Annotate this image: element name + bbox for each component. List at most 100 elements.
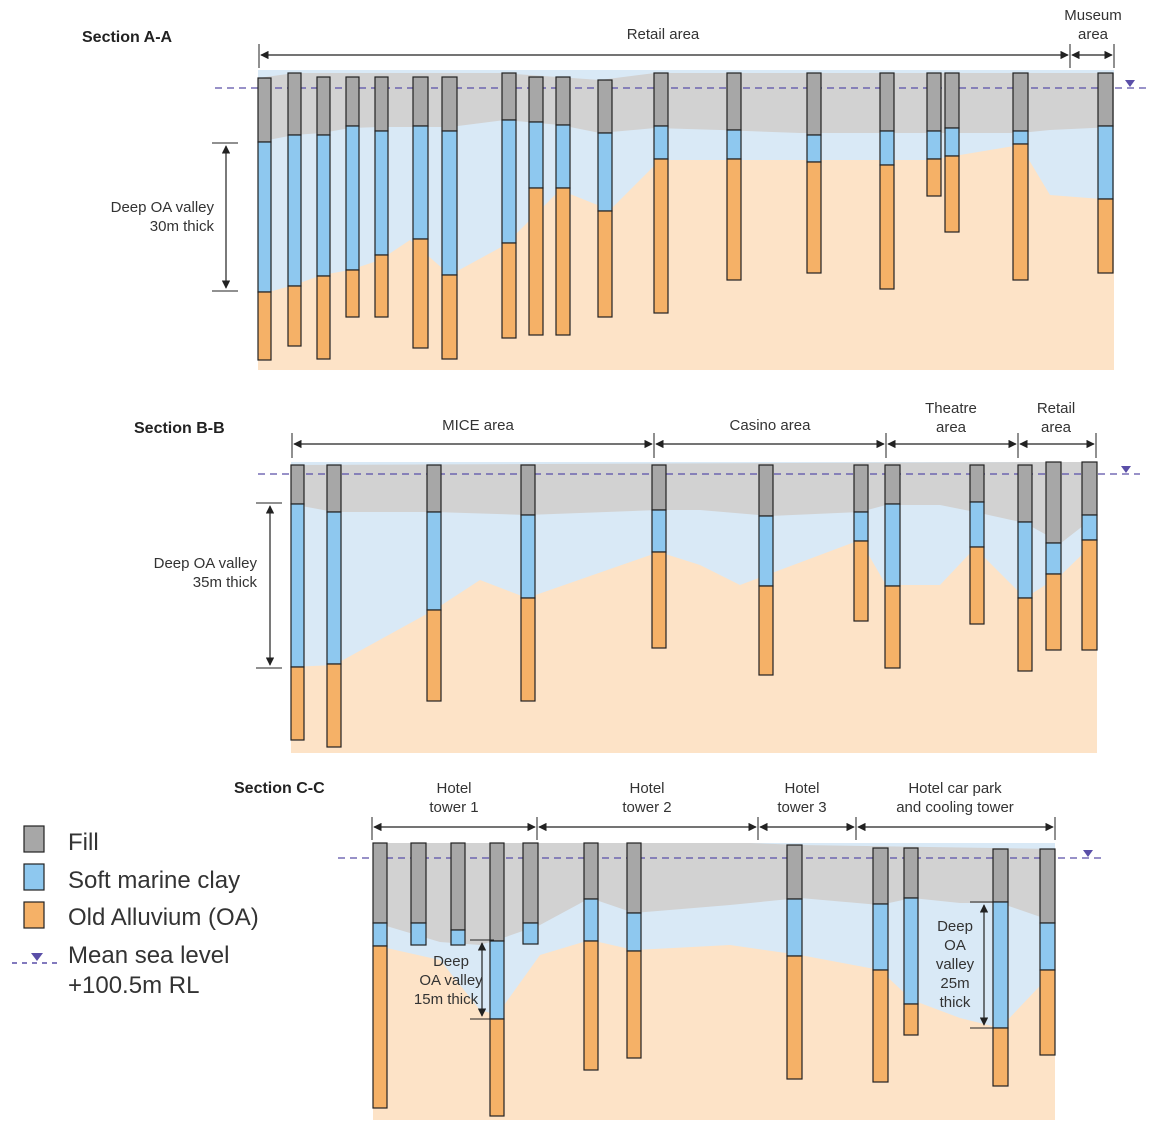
borehole-clay <box>726 129 742 160</box>
borehole-fill <box>528 76 544 123</box>
borehole-oa <box>1081 539 1098 651</box>
borehole-fill <box>969 464 985 503</box>
borehole-oa <box>583 940 599 1071</box>
borehole-clay <box>345 125 360 271</box>
borehole-oa <box>926 158 942 197</box>
section-title: Section A-A <box>82 29 173 46</box>
borehole-clay <box>520 514 536 599</box>
area-label-hotel-tower-2: Hotel <box>629 780 664 797</box>
sea-level-marker-icon <box>1125 80 1135 87</box>
boreholes <box>290 461 1098 748</box>
borehole-fill <box>653 72 669 127</box>
borehole-oa <box>257 291 272 361</box>
borehole-oa <box>1039 969 1056 1056</box>
borehole-fill <box>786 844 803 900</box>
borehole-clay <box>1097 125 1114 200</box>
borehole-clay <box>1039 922 1056 971</box>
borehole-clay <box>653 125 669 160</box>
borehole-clay <box>1017 521 1033 599</box>
legend-label-old-alluvium: Old Alluvium (OA) <box>68 904 259 931</box>
borehole-oa <box>345 269 360 318</box>
borehole-fill <box>316 76 331 136</box>
legend-label-soft-clay: Soft marine clay <box>68 867 240 894</box>
area-label-theatre: Theatre <box>925 400 977 417</box>
borehole-oa <box>597 210 613 318</box>
sea-level-marker-icon <box>1083 850 1093 857</box>
borehole-clay <box>969 501 985 548</box>
area-label-mice: MICE area <box>442 417 514 434</box>
borehole-fill <box>412 76 429 127</box>
legend-swatch-old-alluvium <box>23 901 45 929</box>
borehole-clay <box>903 897 919 1005</box>
borehole-fill <box>879 72 895 132</box>
borehole-fill <box>522 842 539 924</box>
borehole-clay <box>651 509 667 553</box>
borehole-fill <box>501 72 517 121</box>
borehole-oa <box>653 158 669 314</box>
sea-level-marker-icon <box>31 953 43 961</box>
section-a-a: Section A-A <box>82 7 1150 370</box>
borehole-fill <box>555 76 571 126</box>
borehole-fill <box>372 842 388 924</box>
section-title: Section B-B <box>134 420 225 437</box>
borehole-oa <box>316 275 331 360</box>
valley-note: OA valley <box>419 972 483 989</box>
valley-note: thick <box>940 994 971 1011</box>
boreholes <box>372 842 1056 1117</box>
borehole-fill <box>1097 72 1114 127</box>
legend-swatch-soft-clay <box>23 863 45 891</box>
borehole-oa <box>884 585 901 669</box>
borehole-oa <box>806 161 822 274</box>
borehole-clay <box>555 124 571 189</box>
borehole-clay <box>786 898 803 957</box>
valley-note: 35m thick <box>193 574 258 591</box>
borehole-clay <box>528 121 544 189</box>
borehole-clay <box>450 929 466 946</box>
borehole-oa <box>651 551 667 649</box>
borehole-clay <box>287 134 302 287</box>
borehole-oa <box>1045 573 1062 651</box>
borehole-oa <box>528 187 544 336</box>
legend: Fill Soft marine clay Old Alluvium (OA) … <box>12 825 259 999</box>
borehole-oa <box>290 666 305 741</box>
strata-bands <box>258 70 1114 370</box>
borehole-fill <box>853 464 869 513</box>
sea-level-marker-icon <box>1121 466 1131 473</box>
borehole-clay <box>426 511 442 611</box>
borehole-oa <box>853 540 869 622</box>
borehole-fill <box>926 72 942 132</box>
borehole-fill <box>651 464 667 511</box>
legend-label-fill: Fill <box>68 829 99 856</box>
borehole-clay <box>1081 514 1098 541</box>
section-c-c: Section C-C <box>234 780 1105 1120</box>
borehole-fill <box>441 76 458 132</box>
area-dimensions: Hotel tower 1 Hotel tower 2 Hotel tower … <box>371 780 1056 840</box>
area-label-hotel-car-park: and cooling tower <box>896 799 1014 816</box>
borehole-clay <box>412 125 429 240</box>
borehole-clay <box>758 515 774 587</box>
borehole-fill <box>597 79 613 134</box>
borehole-clay <box>853 511 869 542</box>
borehole-oa <box>287 285 302 347</box>
borehole-clay <box>926 130 942 160</box>
borehole-fill <box>1081 461 1098 516</box>
borehole-clay <box>501 119 517 244</box>
section-b-b: Section B-B <box>134 400 1140 753</box>
borehole-fill <box>583 842 599 900</box>
area-label-theatre: area <box>936 419 967 436</box>
valley-note: 25m <box>940 975 969 992</box>
borehole-fill <box>884 464 901 505</box>
valley-note: Deep OA valley <box>154 555 258 572</box>
borehole-fill <box>426 464 442 513</box>
borehole-oa <box>944 155 960 233</box>
borehole-oa <box>489 1018 505 1117</box>
borehole-fill <box>992 848 1009 903</box>
borehole-fill <box>1045 461 1062 544</box>
borehole-clay <box>316 134 331 277</box>
borehole-oa <box>992 1027 1009 1087</box>
borehole-fill <box>1017 464 1033 523</box>
valley-dimension: Deep OA valley 30m thick <box>111 142 238 292</box>
borehole-clay <box>879 130 895 166</box>
borehole-fill <box>758 464 774 517</box>
